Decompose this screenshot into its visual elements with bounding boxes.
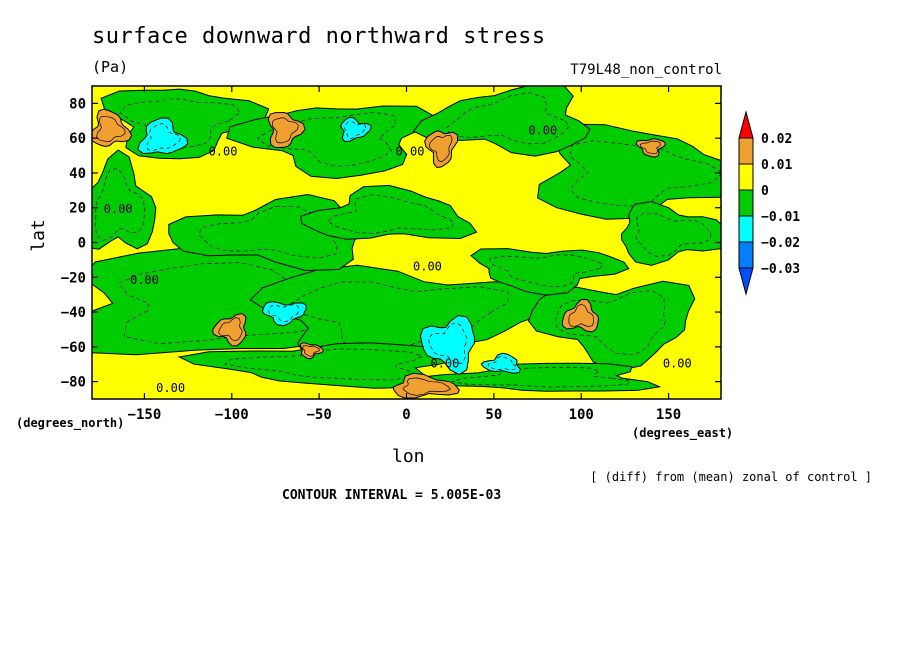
positive-region-contour	[568, 303, 594, 327]
positive-region-contour	[271, 117, 299, 144]
y-axis-label: lat	[27, 219, 49, 252]
positive-region	[92, 108, 133, 148]
strong-negative-region-contour	[487, 356, 517, 371]
positive-region-contour	[402, 377, 451, 396]
negative-region-contour	[327, 194, 455, 234]
colorbar-label: 0.02	[761, 132, 792, 147]
negative-region-contour	[224, 348, 424, 381]
colorbar-label: 0	[761, 184, 769, 199]
contour-label: 0.00	[104, 202, 133, 216]
y-tick-label: −80	[61, 375, 86, 391]
negative-region	[527, 280, 696, 372]
colorbar-label: −0.03	[761, 262, 800, 277]
contour-label: 0.00	[156, 381, 185, 395]
strong-negative-region	[340, 116, 372, 143]
x-tick-label: 50	[485, 407, 502, 423]
chart-units: (Pa)	[92, 58, 129, 76]
positive-region-contour	[301, 345, 320, 357]
strong-negative-region-contour	[428, 322, 468, 364]
x-tick-label: 0	[402, 407, 410, 423]
positive-region-contour	[96, 115, 126, 142]
diff-note: [ (diff) from (mean) zonal of control ]	[590, 470, 872, 484]
negative-region-contour	[452, 366, 631, 388]
strong-negative-region	[419, 314, 476, 376]
y-tick-label: 80	[69, 96, 86, 112]
strong-negative-region	[262, 301, 308, 327]
negative-region	[470, 248, 630, 296]
x-tick-label: −50	[306, 407, 331, 423]
run-label: T79L48_non_control	[570, 62, 722, 78]
x-axis-units: (degrees_east)	[632, 426, 734, 440]
x-tick-label: 150	[656, 407, 681, 423]
negative-region-contour	[119, 98, 241, 149]
negative-region	[620, 200, 721, 266]
contour-label: 0.00	[396, 145, 425, 159]
negative-region-contour	[257, 111, 397, 167]
y-tick-label: −60	[61, 340, 86, 356]
y-tick-label: 20	[69, 201, 86, 217]
negative-region-contour	[446, 92, 570, 145]
negative-region	[537, 123, 721, 220]
colorbar-label: −0.02	[761, 236, 800, 251]
positive-region-contour	[429, 135, 453, 163]
colorbar-label: −0.01	[761, 210, 800, 225]
strong-negative-region-contour	[343, 120, 367, 140]
contour-label: 0.00	[663, 357, 692, 371]
negative-region	[299, 184, 478, 240]
contour-interval: CONTOUR INTERVAL = 5.005E-03	[282, 488, 502, 503]
x-axis-label: lon	[392, 446, 425, 467]
colorbar-label: 0.01	[761, 158, 792, 173]
negative-region-contour	[555, 290, 666, 356]
axes: −150 −100 −50 0 50 100 150 80 60 40 20 0 −20 −40 −60 −8…	[61, 86, 721, 423]
strong-negative-region-contour	[146, 123, 181, 151]
colorbar-segment	[738, 241, 754, 269]
x-tick-label: 100	[569, 407, 594, 423]
strong-negative-region	[137, 117, 189, 155]
colorbar-segment	[738, 163, 754, 191]
contour-label: 0.00	[528, 124, 557, 138]
colorbar-segment	[738, 189, 754, 217]
y-tick-label: 0	[78, 236, 86, 252]
contour-label: 0.00	[413, 259, 442, 273]
colorbar-segment	[738, 137, 754, 165]
positive-region	[267, 111, 306, 149]
chart-title: surface downward northward stress	[92, 24, 546, 49]
y-tick-label: 40	[69, 166, 86, 182]
y-tick-label: 60	[69, 131, 86, 147]
colorbar: 0.02 0.01 0 −0.01 −0.02 −0.03	[738, 110, 800, 296]
positive-region	[561, 298, 599, 333]
contour-label: 0.00	[430, 357, 459, 371]
contour-label: 0.00	[130, 273, 159, 287]
contour-map: 0.00 0.00 0.00 0.00 0.00 0.00 0.00 0.00 0.00	[92, 86, 721, 399]
positive-region	[212, 312, 247, 347]
strong-negative-region	[480, 352, 521, 374]
negative-region	[92, 149, 157, 250]
positive-region	[392, 372, 460, 399]
y-axis-units: (degrees_north)	[16, 416, 125, 430]
positive-region-contour	[218, 317, 243, 342]
negative-region-contour	[489, 254, 603, 287]
colorbar-top-arrow	[738, 110, 754, 139]
contour-label: 0.00	[209, 145, 238, 159]
negative-region-contour	[635, 212, 712, 257]
y-tick-label: −20	[61, 270, 86, 286]
strong-negative-region-contour	[268, 304, 299, 323]
colorbar-segment	[738, 215, 754, 243]
negative-region-contour	[569, 140, 721, 207]
colorbar-bottom-arrow	[738, 267, 754, 296]
positive-region-contour	[639, 140, 661, 154]
x-tick-label: −100	[215, 407, 249, 423]
y-tick-label: −40	[61, 305, 86, 321]
x-tick-label: −150	[128, 407, 162, 423]
